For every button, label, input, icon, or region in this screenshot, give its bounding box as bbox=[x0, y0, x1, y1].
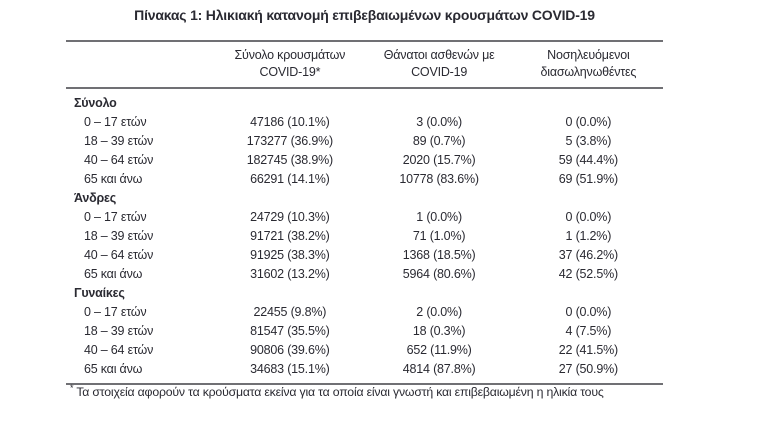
intubated-cell: 0 (0.0%) bbox=[565, 115, 612, 129]
header-intubated-line1: Νοσηλευόμενοι bbox=[547, 48, 630, 62]
group-header-row: Γυναίκες bbox=[66, 284, 663, 303]
age-range-label: 40 – 64 ετών bbox=[84, 343, 154, 357]
group-header-row: Άνδρες bbox=[66, 189, 663, 208]
deaths-cell: 652 (11.9%) bbox=[406, 343, 472, 357]
deaths-cell: 18 (0.3%) bbox=[412, 324, 466, 338]
intubated-cell: 22 (41.5%) bbox=[558, 343, 618, 357]
empty-cell bbox=[514, 189, 663, 208]
intubated-cell: 0 (0.0%) bbox=[565, 305, 612, 319]
cases-cell: 47186 (10.1%) bbox=[250, 115, 330, 129]
table-row: 65 και άνω 34683 (15.1%) 4814 (87.8%) 27 (5… bbox=[66, 360, 663, 379]
cases-cell: 31602 (13.2%) bbox=[250, 267, 330, 281]
age-range-label: 65 και άνω bbox=[84, 362, 143, 376]
deaths-cell: 5964 (80.6%) bbox=[402, 267, 476, 281]
age-range-label: 65 και άνω bbox=[84, 267, 143, 281]
header-total-cases-line2: COVID-19* bbox=[259, 65, 321, 79]
age-range-label: 18 – 39 ετών bbox=[84, 134, 154, 148]
header-deaths-line2: COVID-19 bbox=[411, 65, 468, 79]
header-intubated-line2: διασωληνωθέντες bbox=[540, 65, 637, 79]
table-row: 18 – 39 ετών 173277 (36.9%) 89 (0.7%) 5 (3.… bbox=[66, 132, 663, 151]
deaths-cell: 2 (0.0%) bbox=[416, 305, 462, 319]
group-header-row: Σύνολο bbox=[66, 94, 663, 113]
deaths-cell: 1 (0.0%) bbox=[416, 210, 462, 224]
cases-cell: 34683 (15.1%) bbox=[250, 362, 330, 376]
table-row: 40 – 64 ετών 91925 (38.3%) 1368 (18.5%) 37 … bbox=[66, 246, 663, 265]
table-row: 65 και άνω 31602 (13.2%) 5964 (80.6%) 42 (5… bbox=[66, 265, 663, 284]
empty-cell bbox=[514, 284, 663, 303]
cases-cell: 173277 (36.9%) bbox=[246, 134, 333, 148]
table-row: 0 – 17 ετών 47186 (10.1%) 3 (0.0%) 0 (0.0%) bbox=[66, 113, 663, 132]
intubated-cell: 0 (0.0%) bbox=[565, 210, 612, 224]
empty-cell bbox=[215, 94, 364, 113]
deaths-cell: 2020 (15.7%) bbox=[402, 153, 476, 167]
empty-cell bbox=[365, 94, 514, 113]
intubated-cell: 37 (46.2%) bbox=[558, 248, 618, 262]
age-range-label: 18 – 39 ετών bbox=[84, 324, 154, 338]
header-deaths: Θάνατοι ασθενών με COVID-19 bbox=[365, 47, 514, 81]
cases-cell: 182745 (38.9%) bbox=[246, 153, 333, 167]
group-label: Γυναίκες bbox=[74, 286, 125, 300]
group-label: Άνδρες bbox=[74, 191, 117, 205]
empty-cell bbox=[215, 189, 364, 208]
deaths-cell: 4814 (87.8%) bbox=[402, 362, 476, 376]
age-range-label: 40 – 64 ετών bbox=[84, 153, 154, 167]
header-empty-cell bbox=[66, 47, 215, 81]
table-title: Πίνακας 1: Ηλικιακή κατανομή επιβεβαιωμέ… bbox=[134, 7, 595, 23]
age-range-label: 40 – 64 ετών bbox=[84, 248, 154, 262]
cases-cell: 22455 (9.8%) bbox=[253, 305, 327, 319]
header-total-cases-line1: Σύνολο κρουσμάτων bbox=[234, 48, 346, 62]
table-row: 65 και άνω 66291 (14.1%) 10778 (83.6%) 69 (… bbox=[66, 170, 663, 189]
cases-cell: 91721 (38.2%) bbox=[250, 229, 330, 243]
table-row: 0 – 17 ετών 24729 (10.3%) 1 (0.0%) 0 (0.0%) bbox=[66, 208, 663, 227]
table-row: 40 – 64 ετών 182745 (38.9%) 2020 (15.7%) 59… bbox=[66, 151, 663, 170]
intubated-cell: 59 (44.4%) bbox=[558, 153, 618, 167]
age-range-label: 18 – 39 ετών bbox=[84, 229, 154, 243]
deaths-cell: 71 (1.0%) bbox=[412, 229, 466, 243]
table-row: 18 – 39 ετών 91721 (38.2%) 71 (1.0%) 1 (1.2… bbox=[66, 227, 663, 246]
age-range-label: 0 – 17 ετών bbox=[84, 115, 147, 129]
table-footnote: * Τα στοιχεία αφορούν τα κρούσματα εκείν… bbox=[70, 383, 770, 399]
intubated-cell: 27 (50.9%) bbox=[558, 362, 618, 376]
table-body: Σύνολο 0 – 17 ετών 47186 (10.1%) 3 (0.0%) 0 … bbox=[66, 89, 663, 383]
cases-cell: 91925 (38.3%) bbox=[250, 248, 330, 262]
intubated-cell: 69 (51.9%) bbox=[558, 172, 618, 186]
deaths-cell: 1368 (18.5%) bbox=[402, 248, 476, 262]
cases-cell: 81547 (35.5%) bbox=[250, 324, 330, 338]
age-range-label: 0 – 17 ετών bbox=[84, 305, 147, 319]
empty-cell bbox=[514, 94, 663, 113]
covid-age-distribution-table: Σύνολο κρουσμάτων COVID-19* Θάνατοι ασθε… bbox=[66, 40, 663, 385]
empty-cell bbox=[365, 189, 514, 208]
table-row: 0 – 17 ετών 22455 (9.8%) 2 (0.0%) 0 (0.0%) bbox=[66, 303, 663, 322]
table-row: 40 – 64 ετών 90806 (39.6%) 652 (11.9%) 22 (… bbox=[66, 341, 663, 360]
table-row: 18 – 39 ετών 81547 (35.5%) 18 (0.3%) 4 (7.5… bbox=[66, 322, 663, 341]
footnote-asterisk: * bbox=[70, 383, 74, 393]
cases-cell: 24729 (10.3%) bbox=[250, 210, 330, 224]
intubated-cell: 42 (52.5%) bbox=[558, 267, 618, 281]
age-range-label: 0 – 17 ετών bbox=[84, 210, 147, 224]
empty-cell bbox=[365, 284, 514, 303]
cases-cell: 66291 (14.1%) bbox=[250, 172, 330, 186]
intubated-cell: 5 (3.8%) bbox=[565, 134, 612, 148]
group-label: Σύνολο bbox=[74, 96, 117, 110]
header-total-cases: Σύνολο κρουσμάτων COVID-19* bbox=[215, 47, 364, 81]
intubated-cell: 4 (7.5%) bbox=[565, 324, 612, 338]
age-range-label: 65 και άνω bbox=[84, 172, 143, 186]
header-deaths-line1: Θάνατοι ασθενών με bbox=[383, 48, 495, 62]
table-header-row: Σύνολο κρουσμάτων COVID-19* Θάνατοι ασθε… bbox=[66, 42, 663, 89]
footnote-text: Τα στοιχεία αφορούν τα κρούσματα εκείνα … bbox=[76, 385, 604, 400]
cases-cell: 90806 (39.6%) bbox=[250, 343, 330, 357]
deaths-cell: 89 (0.7%) bbox=[412, 134, 466, 148]
deaths-cell: 10778 (83.6%) bbox=[399, 172, 479, 186]
header-intubated: Νοσηλευόμενοι διασωληνωθέντες bbox=[514, 47, 663, 81]
intubated-cell: 1 (1.2%) bbox=[565, 229, 612, 243]
empty-cell bbox=[215, 284, 364, 303]
deaths-cell: 3 (0.0%) bbox=[416, 115, 462, 129]
